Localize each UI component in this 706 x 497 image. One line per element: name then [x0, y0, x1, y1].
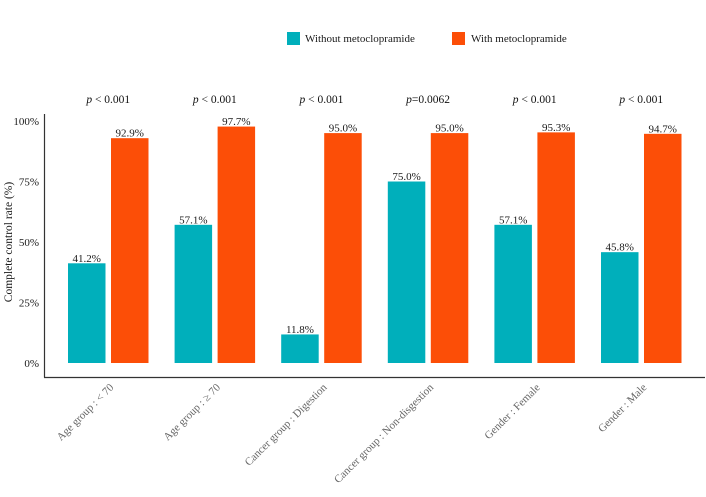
- y-tick-label: 25%: [19, 298, 39, 310]
- bar-value-label: 57.1%: [499, 214, 527, 226]
- x-tick-label: Age group : ≥ 70: [161, 381, 223, 443]
- bar-without-5: [601, 252, 639, 363]
- x-ticks: Age group : < 70 Age group : ≥ 70 Cancer g…: [55, 381, 650, 486]
- bar-value-label: 95.0%: [435, 123, 463, 135]
- x-tick-label: Gender : Male: [596, 382, 649, 435]
- x-tick-label: Age group : < 70: [55, 381, 117, 443]
- bar-without-1: [174, 224, 213, 363]
- bar-with-0: [111, 138, 149, 363]
- legend-label-without: Without metoclopramide: [305, 33, 415, 45]
- y-ticks: 0% 25% 50% 75% 100%: [13, 116, 39, 370]
- bar-without-4: [494, 224, 532, 363]
- bar-value-label: 45.8%: [606, 242, 634, 254]
- bar-value-label: 75.0%: [392, 171, 420, 183]
- legend-key-without: [287, 32, 300, 45]
- y-tick-label: 100%: [13, 116, 39, 128]
- p-value-label: p < 0.001: [299, 94, 344, 106]
- legend-label-with: With metoclopramide: [471, 33, 567, 45]
- p-value-label: p < 0.001: [192, 94, 237, 106]
- p-value-label: p < 0.001: [85, 94, 130, 106]
- p-value-annotations: p < 0.001 p < 0.001 p < 0.001 p=0.0062 p < 0…: [85, 94, 663, 106]
- bar-without-2: [281, 334, 319, 363]
- bar-value-label: 11.8%: [286, 324, 314, 336]
- y-tick-label: 50%: [19, 237, 39, 249]
- p-value-label: p < 0.001: [618, 94, 663, 106]
- x-tick-label: Cancer group : Digestion: [243, 381, 330, 468]
- bar-value-label: 92.9%: [116, 128, 144, 140]
- bar-without-0: [68, 263, 106, 363]
- x-tick-label: Cancer group : Non-disgestion: [332, 381, 437, 486]
- bar-labels: 41.2% 92.9% 57.1% 97.7% 11.8% 95.0% 75.0% 95.0%…: [73, 116, 677, 336]
- bar-value-label: 94.7%: [649, 123, 677, 135]
- bar-value-label: 95.3%: [542, 122, 570, 134]
- bar-without-3: [387, 181, 426, 363]
- y-axis-title: Complete control rate (%): [3, 182, 15, 303]
- y-tick-label: 0%: [24, 358, 39, 370]
- bar-with-4: [537, 132, 575, 363]
- bar-value-label: 95.0%: [329, 123, 357, 135]
- y-tick-label: 75%: [19, 177, 39, 189]
- bar-value-label: 97.7%: [222, 116, 250, 128]
- bar-with-2: [324, 133, 362, 363]
- legend: Without metoclopramide With metocloprami…: [287, 32, 567, 45]
- bar-value-label: 57.1%: [179, 214, 207, 226]
- legend-key-with: [452, 32, 465, 45]
- p-value-label: p < 0.001: [512, 94, 557, 106]
- bar-value-label: 41.2%: [73, 253, 101, 265]
- x-tick-label: Gender : Female: [482, 382, 542, 442]
- p-value-label: p=0.0062: [405, 94, 450, 106]
- bars: [68, 126, 682, 363]
- bar-with-1: [217, 126, 256, 363]
- bar-with-3: [430, 133, 469, 363]
- bar-with-5: [644, 133, 682, 363]
